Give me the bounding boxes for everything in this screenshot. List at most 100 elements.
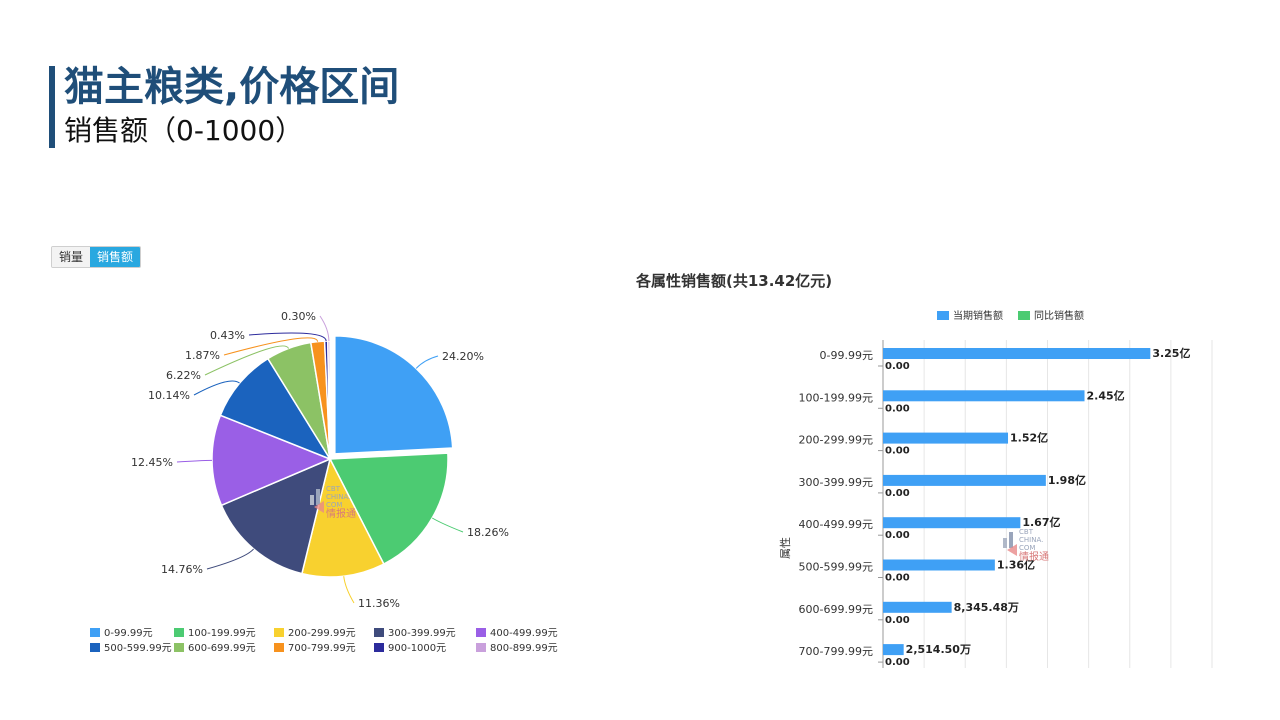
bar-data-label: 2.45亿 — [1087, 388, 1125, 402]
y-tick-label: 0-99.99元 — [820, 349, 873, 362]
legend-label: 当期销售额 — [953, 309, 1003, 322]
legend-item[interactable]: 300-399.99元 — [374, 628, 456, 639]
page-title: 猫主粮类,价格区间 — [64, 64, 400, 110]
pie-label-line — [319, 315, 330, 342]
pie-chart: 24.20% 18.26% 11.36% 14.76% 12.45% 10.14% 6.22… — [90, 310, 558, 654]
pie-label-line — [223, 337, 319, 356]
pie-slice[interactable] — [220, 457, 332, 575]
pie-label-line — [431, 517, 464, 533]
legend-swatch — [937, 311, 949, 320]
toggle-sales-volume[interactable]: 销量 — [52, 247, 91, 267]
bar-current[interactable] — [883, 644, 904, 656]
pie-data-label: 0.43% — [210, 329, 245, 342]
bar-current[interactable] — [883, 390, 1085, 402]
pie-data-label: 0.30% — [281, 310, 316, 323]
legend-label: 900-1000元 — [388, 643, 446, 654]
bar-yoy-data-label: 0.00 — [885, 446, 910, 457]
pie-slice[interactable] — [328, 452, 449, 566]
legend-label: 0-99.99元 — [104, 628, 153, 639]
legend-swatch — [274, 628, 284, 637]
pie-label-line — [415, 355, 439, 369]
legend-item[interactable]: 500-599.99元 — [90, 643, 172, 654]
pie-data-label: 1.87% — [185, 349, 220, 362]
legend-item[interactable]: 400-499.99元 — [476, 628, 558, 639]
legend-label: 300-399.99元 — [388, 628, 456, 639]
pie-slice[interactable] — [301, 456, 385, 578]
y-tick-label: 500-599.99元 — [799, 561, 873, 574]
bar-current[interactable] — [883, 474, 1046, 486]
bar-current[interactable] — [883, 517, 1021, 529]
pie-label-line — [248, 332, 327, 342]
bar-data-label: 8,345.48万 — [954, 601, 1019, 614]
pie-data-label: 14.76% — [161, 563, 203, 576]
legend-item[interactable]: 0-99.99元 — [90, 628, 153, 639]
pie-label-line — [204, 345, 290, 376]
y-tick-label: 400-499.99元 — [799, 518, 873, 531]
legend-item[interactable]: 600-699.99元 — [174, 643, 256, 654]
y-tick-label: 200-299.99元 — [799, 434, 873, 447]
legend-item[interactable]: 200-299.99元 — [274, 628, 356, 639]
bar-yoy-data-label: 0.00 — [885, 403, 910, 414]
bar-current[interactable] — [883, 601, 952, 613]
legend-label: 700-799.99元 — [288, 643, 356, 654]
watermark-text: 情报通 — [1019, 550, 1049, 563]
pie-data-label: 24.20% — [442, 350, 484, 363]
y-tick-label: 100-199.99元 — [799, 391, 873, 404]
legend-item[interactable]: 当期销售额 — [937, 309, 1003, 322]
bar-data-label: 1.36亿 — [997, 558, 1035, 572]
bar-current[interactable] — [883, 348, 1151, 359]
pie-data-label: 18.26% — [467, 526, 509, 539]
legend-label: 600-699.99元 — [188, 643, 256, 654]
legend-swatch — [174, 628, 184, 637]
watermark-text: COM — [1019, 544, 1035, 552]
watermark-text: COM — [326, 501, 342, 509]
toggle-sales-amount[interactable]: 销售额 — [90, 247, 141, 267]
watermark-text: CBT — [1019, 528, 1034, 536]
legend-item[interactable]: 同比销售额 — [1018, 309, 1084, 322]
bar-yoy-data-label: 0.00 — [885, 615, 910, 626]
legend-swatch — [1018, 311, 1030, 320]
pie-slice[interactable] — [219, 357, 332, 461]
watermark-text: CHINA. — [326, 493, 350, 501]
legend-item[interactable]: 900-1000元 — [374, 643, 446, 654]
pie-label-line — [343, 576, 355, 604]
pie-label-line — [176, 459, 213, 463]
pie-label-line — [193, 380, 240, 396]
legend-swatch — [374, 643, 384, 652]
watermark-text: CBT — [326, 485, 341, 493]
y-tick-label: 600-699.99元 — [799, 603, 873, 616]
pie-data-label: 10.14% — [148, 389, 190, 402]
bar-data-label: 1.67亿 — [1022, 515, 1060, 529]
legend-swatch — [90, 628, 100, 637]
bar-current[interactable] — [883, 432, 1009, 444]
pie-slice[interactable] — [334, 335, 454, 455]
legend-swatch — [274, 643, 284, 652]
pie-slice[interactable] — [211, 414, 332, 507]
bar-current[interactable] — [883, 559, 995, 571]
bar-yoy-data-label: 0.00 — [885, 361, 910, 372]
metric-toggle: 销量 销售额 — [51, 246, 142, 268]
legend-item[interactable]: 800-899.99元 — [476, 643, 558, 654]
pie-label-line — [206, 548, 254, 570]
watermark-text: 情报通 — [326, 507, 356, 520]
legend-label: 800-899.99元 — [490, 643, 558, 654]
legend-swatch — [476, 628, 486, 637]
bar-yoy-data-label: 0.00 — [885, 657, 910, 668]
pie-data-label: 11.36% — [358, 597, 400, 610]
bar-yoy-data-label: 0.00 — [885, 573, 910, 584]
legend-label: 200-299.99元 — [288, 628, 356, 639]
legend-label: 400-499.99元 — [490, 628, 558, 639]
legend-label: 同比销售额 — [1034, 309, 1084, 322]
bar-data-label: 1.98亿 — [1048, 473, 1086, 487]
y-tick-label: 700-799.99元 — [799, 645, 873, 658]
legend-item[interactable]: 700-799.99元 — [274, 643, 356, 654]
legend-item[interactable]: 100-199.99元 — [174, 628, 256, 639]
legend-swatch — [374, 628, 384, 637]
bar-data-label: 2,514.50万 — [906, 643, 971, 656]
pie-slice[interactable] — [327, 340, 331, 460]
bar-data-label: 1.52亿 — [1010, 431, 1048, 445]
watermark-text: CHINA. — [1019, 536, 1043, 544]
